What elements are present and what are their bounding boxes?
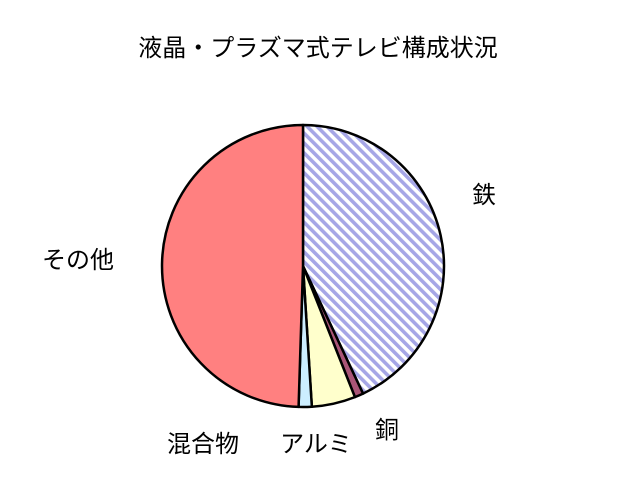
slice-other <box>160 123 305 409</box>
slice-iron <box>301 123 446 395</box>
slice-label-iron: 鉄 <box>472 181 496 209</box>
slice-label-other: その他 <box>42 246 114 274</box>
chart-title: 液晶・プラズマ式テレビ構成状況 <box>138 34 498 62</box>
pie-slices <box>160 123 446 409</box>
slice-label-mixture: 混合物 <box>167 430 239 458</box>
slice-label-aluminium: アルミ <box>280 430 352 458</box>
pie-labels: 鉄 銅 アルミ 混合物 その他 <box>42 181 496 458</box>
slice-label-copper: 銅 <box>375 416 399 444</box>
